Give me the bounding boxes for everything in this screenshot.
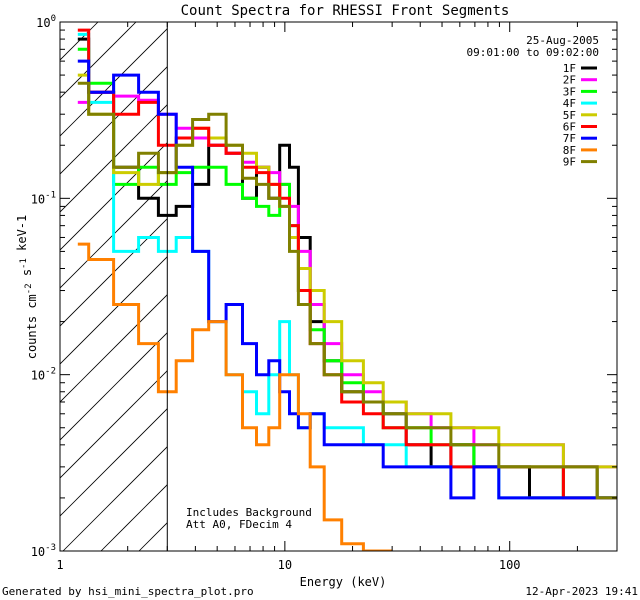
x-tick-label: 10 bbox=[278, 558, 292, 572]
hatch-line bbox=[60, 370, 168, 479]
legend-label-5F: 5F bbox=[563, 109, 576, 122]
x-tick-label: 1 bbox=[56, 558, 63, 572]
series-8F-line bbox=[77, 242, 393, 551]
y-axis-label: counts cm-2 s-1 keV-1 bbox=[15, 215, 39, 360]
hatched-region bbox=[60, 22, 168, 551]
legend-label-7F: 7F bbox=[563, 132, 576, 145]
x-tick-label: 100 bbox=[499, 558, 521, 572]
series-6F-line bbox=[77, 28, 617, 500]
hatch-line bbox=[60, 256, 168, 365]
hatch-line bbox=[60, 180, 168, 289]
legend-label-2F: 2F bbox=[563, 74, 576, 87]
legend-label-6F: 6F bbox=[563, 121, 576, 134]
date-label: 25-Aug-2005 bbox=[526, 34, 599, 47]
annotation-background: Includes Background bbox=[186, 506, 312, 519]
legend-label-9F: 9F bbox=[563, 156, 576, 169]
x-axis-label: Energy (keV) bbox=[300, 575, 387, 589]
header-info: 25-Aug-2005 09:01:00 to 09:02:00 bbox=[467, 34, 599, 59]
hatch-line bbox=[60, 218, 168, 327]
hatch-line bbox=[60, 28, 168, 137]
legend-label-3F: 3F bbox=[563, 85, 576, 98]
annotation-attenuator: Att A0, FDecim 4 bbox=[186, 518, 292, 531]
annotations: Includes Background Att A0, FDecim 4 bbox=[186, 506, 312, 531]
legend-label-1F: 1F bbox=[563, 62, 576, 75]
footer-timestamp: 12-Apr-2023 19:41 bbox=[525, 585, 638, 598]
legend-label-4F: 4F bbox=[563, 97, 576, 110]
plot-frame bbox=[59, 21, 618, 552]
hatch-line bbox=[60, 104, 168, 213]
chart-title: Count Spectra for RHESSI Front Segments bbox=[181, 3, 510, 19]
time-range-label: 09:01:00 to 09:02:00 bbox=[467, 46, 599, 59]
hatch-line bbox=[60, 66, 168, 175]
hatch-line bbox=[60, 408, 168, 517]
hatch-line bbox=[62, 446, 168, 551]
legend-label-8F: 8F bbox=[563, 144, 576, 157]
footer-generated-by: Generated by hsi_mini_spectra_plot.pro bbox=[2, 585, 254, 598]
